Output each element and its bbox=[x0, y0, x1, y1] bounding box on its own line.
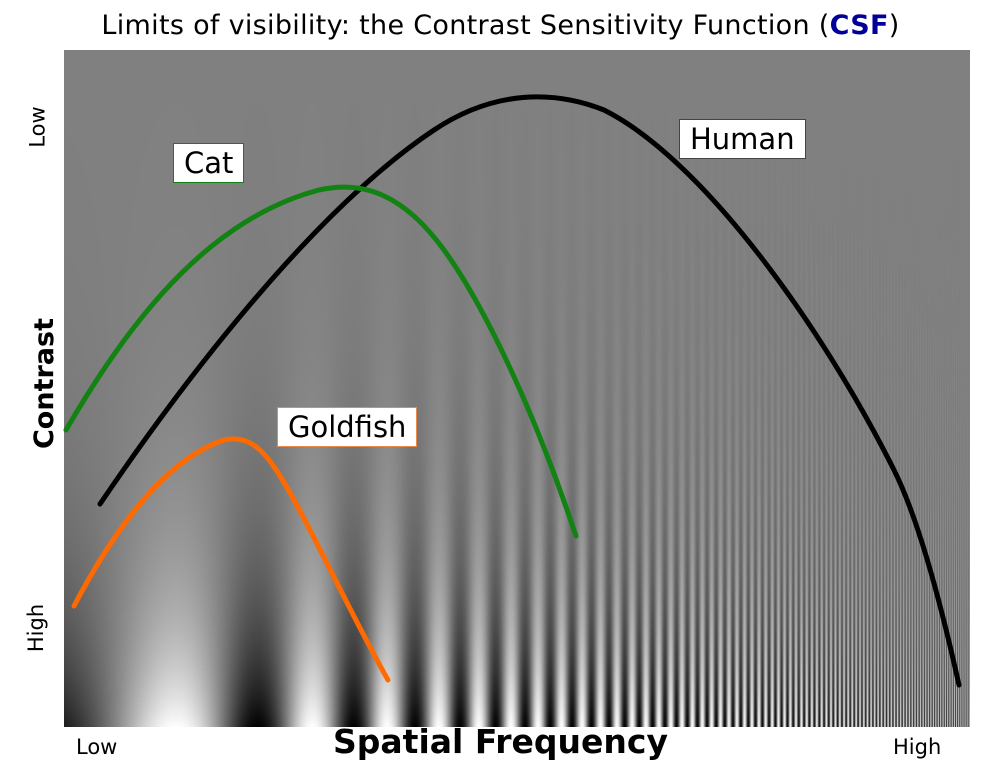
x-axis-high-label: High bbox=[893, 735, 942, 759]
csf-curves bbox=[63, 94, 962, 688]
title-text: Limits of visibility: the Contrast Sensi… bbox=[101, 10, 830, 41]
goldfish-label: Goldfish bbox=[277, 407, 418, 447]
y-axis-high-label: High bbox=[24, 603, 49, 653]
human-label: Human bbox=[679, 119, 806, 159]
x-axis-label: Spatial Frequency bbox=[333, 722, 668, 761]
cat-label: Cat bbox=[173, 143, 245, 183]
title-suffix: ) bbox=[888, 10, 900, 41]
title-accent-csf: CSF bbox=[829, 10, 889, 41]
y-axis-low-label: Low bbox=[25, 106, 50, 148]
x-axis-low-label: Low bbox=[76, 735, 118, 759]
goldfish-csf-curve bbox=[71, 436, 391, 683]
y-axis-label: Contrast bbox=[29, 317, 61, 450]
human-csf-curve bbox=[97, 94, 962, 688]
cat-csf-curve bbox=[63, 184, 579, 539]
diagram-title: Limits of visibility: the Contrast Sensi… bbox=[0, 10, 1001, 41]
